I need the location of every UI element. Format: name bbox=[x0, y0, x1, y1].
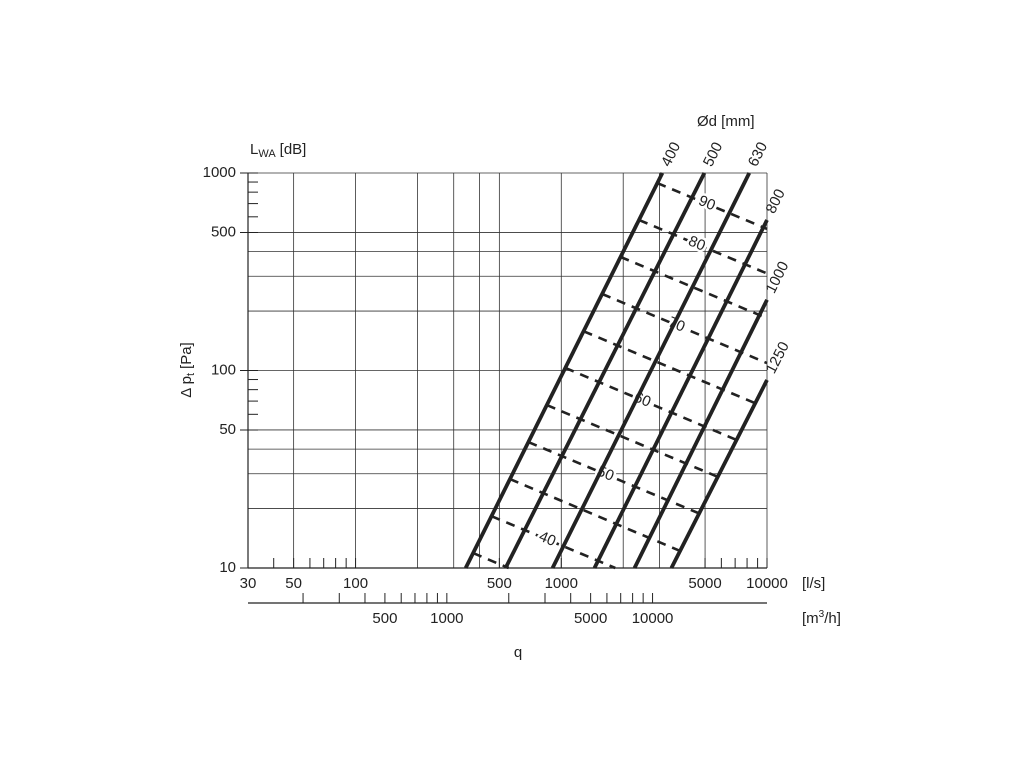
diameter-line bbox=[550, 172, 751, 569]
diameter-line bbox=[463, 172, 665, 569]
x2-tick-label: 10000 bbox=[632, 610, 674, 627]
y-tick-label: 500 bbox=[211, 223, 236, 240]
x-tick-label: 50 bbox=[285, 575, 302, 592]
y-label: Δ pt[Pa] bbox=[178, 342, 197, 397]
x2-tick-label: 500 bbox=[372, 610, 397, 627]
x-tick-label: 500 bbox=[487, 575, 512, 592]
diameter-label: Ød [mm] bbox=[697, 113, 755, 130]
sound-line bbox=[509, 477, 681, 553]
diameter-line-label: 400 bbox=[658, 139, 684, 169]
sound-line bbox=[564, 366, 737, 441]
y-tick-label: 1000 bbox=[203, 164, 236, 181]
x2-tick-label: 1000 bbox=[430, 610, 463, 627]
sound-line bbox=[491, 514, 616, 570]
sound-line bbox=[619, 255, 768, 320]
x-tick-label: 5000 bbox=[688, 575, 721, 592]
diameter-line bbox=[632, 298, 769, 569]
sound-line bbox=[546, 403, 718, 478]
x2-unit: [m3/h] bbox=[802, 609, 841, 627]
x2-tick-label: 5000 bbox=[574, 610, 607, 627]
x-label: q bbox=[514, 644, 522, 661]
diameter-line bbox=[503, 172, 707, 569]
sound-label: LWA [dB] bbox=[250, 141, 306, 160]
sound-line-label: 90 bbox=[696, 192, 718, 214]
x-tick-label: 1000 bbox=[545, 575, 578, 592]
sound-line-label: 40 bbox=[536, 528, 558, 550]
y-tick-label: 100 bbox=[211, 361, 236, 378]
x-unit: [l/s] bbox=[802, 575, 825, 592]
diameter-line-label: 500 bbox=[700, 139, 726, 169]
x-tick-label: 100 bbox=[343, 575, 368, 592]
sound-line bbox=[583, 330, 756, 405]
sound-line bbox=[656, 181, 768, 231]
x-tick-label: 30 bbox=[240, 575, 257, 592]
y-tick-label: 10 bbox=[219, 559, 236, 576]
sound-line bbox=[472, 551, 510, 570]
diameter-line bbox=[592, 219, 769, 569]
diameter-line-label: 630 bbox=[745, 139, 771, 169]
diameter-line bbox=[669, 379, 769, 569]
y-tick-label: 50 bbox=[219, 421, 236, 438]
sound-line bbox=[527, 440, 700, 515]
diameter-line-label: 800 bbox=[762, 186, 788, 216]
x-tick-label: 10000 bbox=[746, 575, 788, 592]
